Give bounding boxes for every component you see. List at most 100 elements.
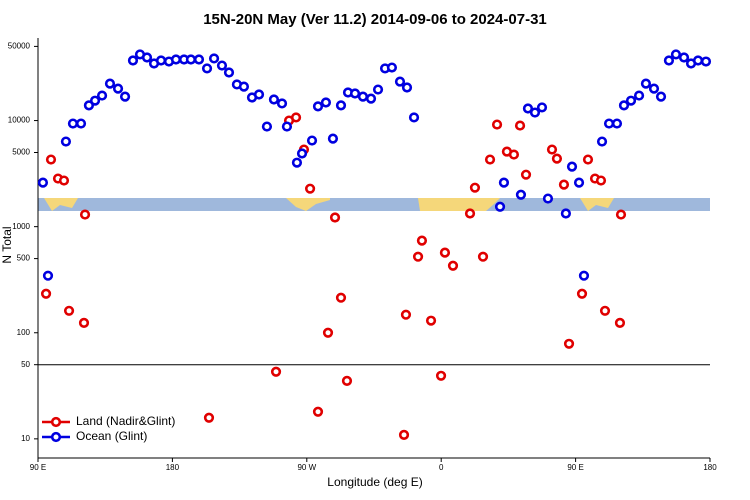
point [291, 157, 303, 168]
point [563, 338, 575, 349]
point [595, 175, 607, 186]
point [412, 251, 424, 262]
point [400, 309, 412, 320]
point [494, 201, 506, 212]
point [536, 102, 548, 113]
legend-marker [50, 416, 62, 428]
point [79, 209, 91, 220]
y-tick-label: 500 [17, 254, 31, 263]
point [425, 315, 437, 326]
point [335, 100, 347, 111]
y-tick-label: 1000 [12, 222, 30, 231]
point [261, 121, 273, 132]
point [386, 62, 398, 73]
point [655, 91, 667, 102]
point [640, 78, 652, 89]
point [312, 406, 324, 417]
point [304, 183, 316, 194]
point [276, 98, 288, 109]
point [155, 55, 167, 66]
point [216, 60, 228, 71]
point [447, 260, 459, 271]
point [469, 182, 481, 193]
point [349, 88, 361, 99]
point [78, 317, 90, 328]
point [170, 54, 182, 65]
point [193, 54, 205, 65]
point [692, 55, 704, 66]
point [398, 429, 410, 440]
point [290, 112, 302, 123]
point [112, 83, 124, 94]
point [40, 288, 52, 299]
x-tick-label: 90 E [567, 463, 583, 472]
point [514, 120, 526, 131]
point [185, 54, 197, 65]
point [560, 208, 571, 219]
point [578, 270, 590, 281]
point [520, 169, 532, 180]
point [42, 270, 54, 281]
point [320, 97, 332, 108]
point [464, 208, 476, 219]
point [603, 118, 615, 129]
point [498, 177, 510, 188]
point [596, 136, 608, 147]
point [566, 161, 578, 172]
point [238, 81, 250, 92]
point [208, 53, 220, 64]
point [75, 118, 87, 129]
point [357, 91, 369, 102]
legend-label: Ocean (Glint) [76, 429, 147, 443]
legend-marker [50, 431, 62, 443]
point [89, 95, 101, 106]
point [700, 56, 712, 67]
point [573, 177, 585, 188]
point [615, 209, 627, 220]
point [551, 153, 563, 164]
point [365, 93, 377, 104]
x-tick-label: 180 [703, 463, 717, 472]
x-tick-label: 0 [439, 463, 444, 472]
y-tick-label: 5000 [12, 148, 30, 157]
point [270, 366, 282, 377]
point [408, 112, 420, 123]
point [542, 193, 554, 204]
point [515, 189, 527, 200]
point [439, 247, 451, 258]
x-axis-label: Longitude (deg E) [327, 475, 422, 489]
point [322, 327, 334, 338]
point [296, 148, 308, 159]
point [484, 154, 496, 165]
point [491, 119, 503, 130]
point [335, 292, 347, 303]
x-tick-label: 180 [166, 463, 180, 472]
point [223, 67, 235, 78]
x-tick-label: 90 W [297, 463, 316, 472]
point [558, 179, 570, 190]
y-tick-label: 10 [21, 434, 30, 443]
point [60, 136, 72, 147]
point [104, 78, 116, 89]
point [268, 94, 280, 105]
point [663, 55, 675, 66]
point [611, 118, 623, 129]
point [576, 288, 588, 299]
y-tick-label: 50 [21, 360, 30, 369]
point [477, 251, 489, 262]
point [327, 133, 339, 144]
point [614, 317, 626, 328]
y-tick-label: 50000 [8, 42, 31, 51]
point [306, 135, 318, 146]
point [67, 118, 79, 129]
point [341, 375, 353, 386]
y-axis-label: N Total [0, 226, 14, 263]
point [37, 177, 49, 188]
point [127, 55, 139, 66]
point [582, 154, 594, 165]
point [281, 121, 293, 132]
point [58, 175, 70, 186]
point [522, 103, 534, 114]
point [529, 107, 541, 118]
